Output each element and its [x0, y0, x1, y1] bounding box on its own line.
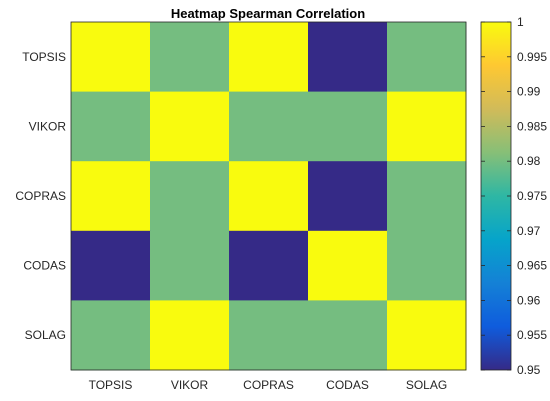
colorbar-ticks: 0.95 0.955 0.96 0.965 0.97 0.975 0.98 0.985 0.99…	[481, 15, 547, 377]
x-tick-label: CODAS	[326, 378, 369, 392]
plot-frame	[70, 21, 467, 371]
colorbar-tick-label: 0.965	[517, 259, 547, 273]
heatmap-cell-copras-copras	[229, 161, 309, 232]
heatmap-cell-vikor-copras	[229, 91, 309, 162]
x-tick-labels: TOPSIS VIKOR COPRAS CODAS SOLAG	[89, 378, 448, 392]
heatmap-cell-solag-codas	[308, 300, 388, 371]
y-tick-label: VIKOR	[29, 119, 67, 133]
heatmap-cell-vikor-codas	[308, 91, 388, 162]
colorbar-tick-label: 1	[517, 15, 524, 29]
heatmap-cell-vikor-solag	[387, 91, 467, 162]
x-tick-label: TOPSIS	[89, 378, 133, 392]
x-tick-label: COPRAS	[243, 378, 294, 392]
heatmap-cell-vikor-vikor	[150, 91, 230, 162]
heatmap-cell-solag-topsis	[71, 300, 151, 371]
x-tick-label: SOLAG	[406, 378, 447, 392]
colorbar-tick-label: 0.95	[517, 363, 541, 377]
heatmap-cell-codas-solag	[387, 230, 467, 301]
colorbar	[480, 21, 512, 371]
heatmap-cell-codas-copras	[229, 230, 309, 301]
y-tick-label: SOLAG	[25, 328, 66, 342]
colorbar-tick-label: 0.975	[517, 189, 547, 203]
heatmap-cell-copras-topsis	[71, 161, 151, 232]
heatmap-cell-copras-solag	[387, 161, 467, 232]
colorbar-tick-label: 0.96	[517, 293, 541, 307]
colorbar-tick-label: 0.995	[517, 50, 547, 64]
heatmap-cell-copras-codas	[308, 161, 388, 232]
colorbar-tick-label: 0.98	[517, 154, 541, 168]
heatmap-cell-topsis-vikor	[150, 22, 230, 93]
colorbar-tick-label: 0.97	[517, 224, 541, 238]
heatmap-cell-topsis-codas	[308, 22, 388, 93]
heatmap-cell-codas-codas	[308, 230, 388, 301]
heatmap-cell-topsis-topsis	[71, 22, 151, 93]
heatmap-cell-codas-vikor	[150, 230, 230, 301]
heatmap-cell-solag-copras	[229, 300, 309, 371]
colorbar-tick-label: 0.985	[517, 119, 547, 133]
y-tick-label: TOPSIS	[22, 50, 66, 64]
y-tick-label: COPRAS	[15, 189, 66, 203]
heatmap-cell-solag-solag	[387, 300, 467, 371]
heatmap-cell-codas-topsis	[71, 230, 151, 301]
chart-title: Heatmap Spearman Correlation	[171, 6, 365, 21]
colorbar-tick-label: 0.955	[517, 328, 547, 342]
heatmap-cells	[71, 22, 467, 371]
heatmap-cell-topsis-solag	[387, 22, 467, 93]
colorbar-tick-label: 0.99	[517, 85, 541, 99]
heatmap-cell-copras-vikor	[150, 161, 230, 232]
heatmap-cell-vikor-topsis	[71, 91, 151, 162]
y-tick-label: CODAS	[23, 259, 66, 273]
heatmap-cell-solag-vikor	[150, 300, 230, 371]
y-tick-labels: TOPSIS VIKOR COPRAS CODAS SOLAG	[15, 50, 66, 342]
heatmap-cell-topsis-copras	[229, 22, 309, 93]
x-tick-label: VIKOR	[171, 378, 209, 392]
